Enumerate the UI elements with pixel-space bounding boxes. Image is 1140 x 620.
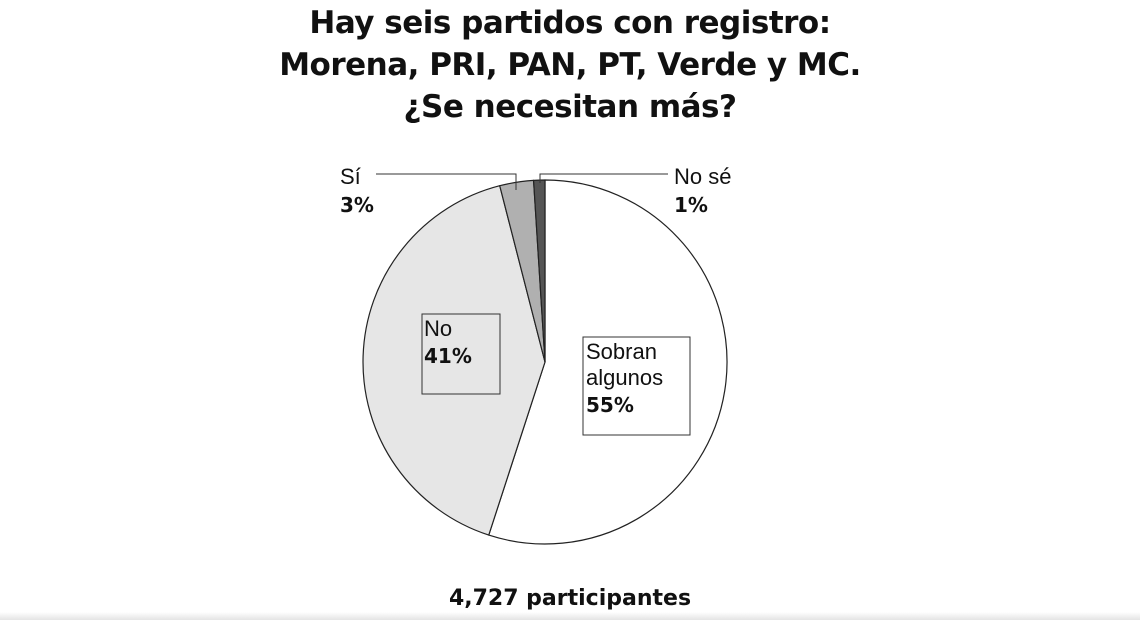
slice-value-si: 3% bbox=[340, 193, 374, 217]
slice-label-sobran-algunos-line-1: Sobran bbox=[586, 339, 657, 364]
label-box-no bbox=[421, 313, 501, 395]
slice-label-si: Sí bbox=[340, 164, 361, 189]
leader-line-no-se bbox=[539, 173, 668, 183]
chart-title-line-1: Hay seis partidos con registro: bbox=[309, 5, 831, 41]
label-box-sobran-algunos bbox=[582, 336, 691, 436]
slice-label-no: No bbox=[424, 316, 452, 341]
bottom-shade bbox=[0, 612, 1140, 620]
chart-title-line-3: ¿Se necesitan más? bbox=[403, 89, 737, 125]
slice-value-no-se: 1% bbox=[674, 193, 708, 217]
pie-slices bbox=[362, 179, 728, 545]
slice-label-sobran-algunos-line-2: algunos bbox=[586, 365, 663, 390]
participants-count: 4,727 participantes bbox=[448, 586, 692, 611]
chart-title-line-2: Morena, PRI, PAN, PT, Verde y MC. bbox=[279, 47, 861, 83]
slice-value-sobran-algunos: 55% bbox=[586, 393, 634, 417]
pie-slice-sobran-algunos bbox=[488, 179, 728, 545]
pie-slice-no-se bbox=[532, 179, 546, 363]
leader-line-si bbox=[376, 173, 517, 190]
chart-title: Hay seis partidos con registro: Morena, … bbox=[0, 2, 1140, 128]
pie-slice-no bbox=[362, 185, 546, 536]
slice-label-no-se: No sé bbox=[674, 164, 731, 189]
slice-value-no: 41% bbox=[424, 344, 472, 368]
